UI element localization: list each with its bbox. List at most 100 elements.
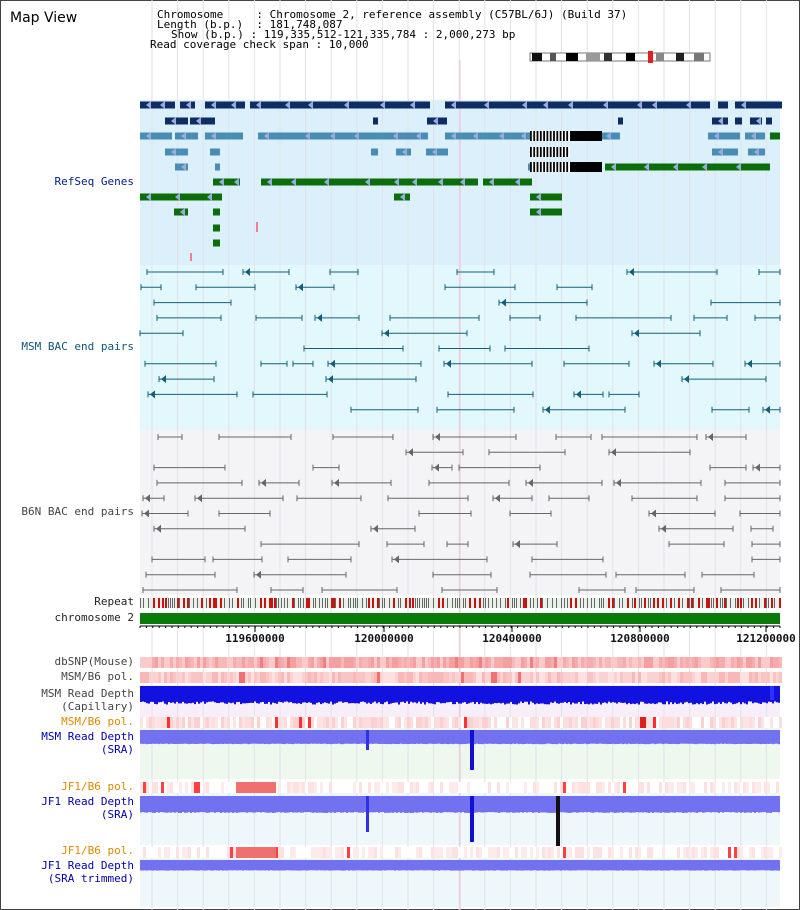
- track-label-msm-b6-pol-2[interactable]: MSM/B6 pol.: [61, 716, 134, 728]
- capillary-depth: [524, 686, 526, 702]
- dbsnp-mark: [662, 657, 665, 668]
- msm-b6-pol-mark: [647, 672, 650, 683]
- capillary-depth: [604, 686, 606, 702]
- track-label-refseq[interactable]: RefSeq Genes: [55, 176, 134, 188]
- msm-b6-pol-2-mark: [212, 717, 215, 728]
- dbsnp-mark: [596, 657, 599, 668]
- capillary-depth: [598, 686, 600, 702]
- msm-b6-pol-2-mark: [677, 717, 680, 728]
- repeat-mark: [455, 598, 456, 608]
- jf1-b6-pol-mark: [425, 782, 428, 793]
- page-title: Map View: [10, 10, 77, 26]
- capillary-depth: [148, 686, 150, 704]
- msm-b6-pol-mark: [539, 672, 542, 683]
- jf1-trim-depth: [666, 860, 668, 871]
- msm-b6-pol-2-mark: [320, 717, 323, 728]
- track-label-msm-b6-pol[interactable]: MSM/B6 pol.: [61, 671, 134, 683]
- capillary-depth: [632, 686, 634, 704]
- msm-sra-depth: [648, 730, 650, 744]
- capillary-depth: [362, 686, 364, 702]
- dbsnp-mark: [245, 657, 248, 668]
- jf1-b6-pol-mark: [161, 782, 164, 793]
- track-label-msm-depth-sra[interactable]: MSM Read Depth: [41, 731, 134, 743]
- track-label-jf1-b6-pol[interactable]: JF1/B6 pol.: [61, 781, 134, 793]
- jf1-trim-depth: [624, 860, 626, 870]
- msm-b6-pol-mark: [194, 672, 197, 683]
- capillary-depth: [270, 686, 272, 704]
- jf1-sra-depth: [628, 796, 630, 813]
- jf1-trim-depth: [432, 860, 434, 871]
- msm-sra-depth: [630, 730, 632, 744]
- exon-block: [533, 162, 535, 172]
- capillary-depth: [302, 686, 304, 702]
- msm-b6-pol-mark: [368, 672, 371, 683]
- jf1-trim-depth: [536, 860, 538, 871]
- msm-b6-pol-mark: [380, 672, 383, 683]
- jf1-b6-pol-mark: [422, 782, 425, 793]
- jf1-trim-depth: [208, 860, 210, 870]
- dbsnp-mark: [668, 657, 671, 668]
- repeat-mark: [708, 598, 710, 608]
- msm-b6-pol-mark: [614, 672, 617, 683]
- capillary-depth: [600, 686, 602, 705]
- track-label-msm-bac[interactable]: MSM BAC end pairs: [21, 341, 134, 353]
- msm-sra-depth: [224, 730, 226, 744]
- capillary-depth: [216, 686, 218, 703]
- msm-sra-depth: [464, 730, 466, 744]
- msm-b6-pol-2-mark: [206, 717, 209, 728]
- capillary-depth: [566, 686, 568, 703]
- jf1-sra-depth: [298, 796, 300, 812]
- coverage-value: 10,000: [329, 38, 369, 51]
- msm-b6-pol-mark: [365, 672, 368, 683]
- repeat-mark: [691, 598, 693, 608]
- jf1-b6-pol-2-mark: [662, 847, 665, 858]
- track-label-msm-depth-capillary[interactable]: MSM Read Depth: [41, 688, 134, 700]
- jf1-trim-depth: [498, 860, 500, 870]
- jf1-b6-pol-2-mark: [548, 847, 551, 858]
- msm-b6-pol-mark: [638, 672, 641, 683]
- jf1-trim-depth: [368, 860, 370, 870]
- jf1-trim-depth: [520, 860, 522, 871]
- capillary-depth: [472, 686, 474, 702]
- msm-sra-depth: [538, 730, 540, 744]
- jf1-b6-pol-2-mark: [401, 847, 404, 858]
- msm-sra-depth: [376, 730, 378, 744]
- msm-sra-depth: [766, 730, 768, 744]
- repeat-mark: [496, 598, 497, 608]
- track-label-jf1-b6-pol-2[interactable]: JF1/B6 pol.: [61, 845, 134, 857]
- jf1-b6-pol-2-mark: [563, 847, 566, 858]
- jf1-sra-depth: [326, 796, 328, 813]
- jf1-sra-depth: [732, 796, 734, 812]
- msm-b6-pol-mark: [473, 672, 476, 683]
- repeat-mark: [213, 598, 215, 608]
- capillary-depth: [558, 686, 560, 704]
- msm-sra-depth: [432, 730, 434, 744]
- jf1-trim-depth: [426, 860, 428, 870]
- jf1-b6-pol-mark: [296, 782, 299, 793]
- jf1-trim-depth: [778, 860, 780, 871]
- track-label-b6n-bac[interactable]: B6N BAC end pairs: [21, 506, 134, 518]
- jf1-b6-pol-2-mark: [554, 847, 557, 858]
- jf1-trim-depth: [588, 860, 590, 870]
- msm-b6-pol-mark: [482, 672, 485, 683]
- capillary-depth: [496, 686, 498, 703]
- jf1-sra-depth: [504, 796, 506, 812]
- repeat-mark: [368, 598, 370, 608]
- msm-sra-depth: [188, 730, 190, 744]
- msm-b6-pol-mark: [689, 672, 692, 683]
- track-label-jf1-depth-trimmed[interactable]: JF1 Read Depth: [41, 860, 134, 872]
- track-label-jf1-depth-sra[interactable]: JF1 Read Depth: [41, 796, 134, 808]
- jf1-sra-depth: [436, 796, 438, 813]
- capillary-depth: [620, 686, 622, 703]
- msm-sra-depth: [642, 730, 644, 744]
- jf1-sra-depth: [680, 796, 682, 812]
- jf1-b6-pol-mark: [689, 782, 692, 793]
- capillary-depth: [414, 686, 416, 702]
- jf1-b6-pol-mark: [383, 782, 386, 793]
- dbsnp-mark: [749, 657, 752, 668]
- repeat-mark: [547, 598, 548, 608]
- jf1-trim-depth: [480, 860, 482, 871]
- track-label-dbsnp[interactable]: dbSNP(Mouse): [55, 656, 134, 668]
- capillary-depth: [478, 686, 480, 704]
